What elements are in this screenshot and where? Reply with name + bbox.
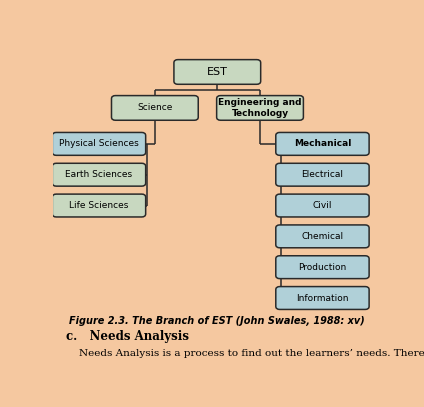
Text: Electrical: Electrical xyxy=(301,170,343,179)
Text: EST: EST xyxy=(207,67,228,77)
FancyBboxPatch shape xyxy=(52,132,146,155)
Text: Production: Production xyxy=(298,263,346,272)
Text: Physical Sciences: Physical Sciences xyxy=(59,139,139,149)
Text: Needs Analysis is a process to find out the learners’ needs. There are some: Needs Analysis is a process to find out … xyxy=(79,349,424,358)
Text: Figure 2.3. The Branch of EST (John Swales, 1988: xv): Figure 2.3. The Branch of EST (John Swal… xyxy=(70,316,365,326)
Text: c.   Needs Analysis: c. Needs Analysis xyxy=(66,330,189,343)
FancyBboxPatch shape xyxy=(276,163,369,186)
Text: Civil: Civil xyxy=(313,201,332,210)
FancyBboxPatch shape xyxy=(276,194,369,217)
FancyBboxPatch shape xyxy=(174,60,261,84)
FancyBboxPatch shape xyxy=(276,256,369,279)
Text: Life Sciences: Life Sciences xyxy=(69,201,129,210)
FancyBboxPatch shape xyxy=(276,225,369,248)
FancyBboxPatch shape xyxy=(52,194,146,217)
FancyBboxPatch shape xyxy=(276,132,369,155)
Text: Mechanical: Mechanical xyxy=(294,139,351,149)
Text: Chemical: Chemical xyxy=(301,232,343,241)
Text: Earth Sciences: Earth Sciences xyxy=(65,170,133,179)
FancyBboxPatch shape xyxy=(217,96,304,120)
Text: Information: Information xyxy=(296,293,349,302)
FancyBboxPatch shape xyxy=(52,163,146,186)
FancyBboxPatch shape xyxy=(276,287,369,309)
Text: Science: Science xyxy=(137,103,173,112)
FancyBboxPatch shape xyxy=(112,96,198,120)
Text: Engineering and
Technology: Engineering and Technology xyxy=(218,98,302,118)
